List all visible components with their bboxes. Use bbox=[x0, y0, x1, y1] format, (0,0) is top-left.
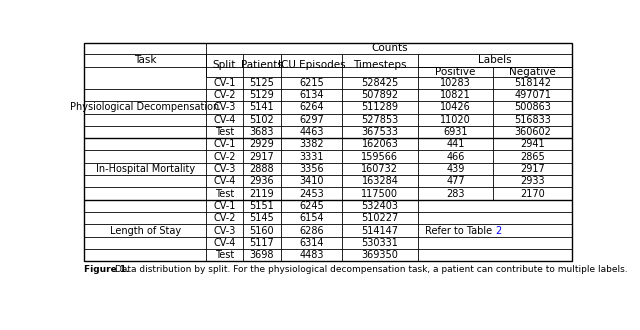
Text: CV-3: CV-3 bbox=[213, 102, 236, 112]
Text: 518142: 518142 bbox=[514, 78, 551, 88]
Text: 5145: 5145 bbox=[250, 213, 274, 223]
Text: 6297: 6297 bbox=[299, 115, 324, 125]
Text: 3382: 3382 bbox=[299, 139, 324, 149]
Bar bbox=[84, 43, 572, 261]
Text: 3698: 3698 bbox=[250, 250, 274, 260]
Text: Test: Test bbox=[215, 127, 234, 137]
Text: 516833: 516833 bbox=[514, 115, 551, 125]
Text: 117500: 117500 bbox=[362, 189, 399, 199]
Text: 159566: 159566 bbox=[362, 152, 399, 162]
Text: 360602: 360602 bbox=[514, 127, 551, 137]
Text: 160732: 160732 bbox=[362, 164, 399, 174]
Text: 3331: 3331 bbox=[299, 152, 324, 162]
Text: Refer to Table: Refer to Table bbox=[425, 226, 495, 236]
Text: 4463: 4463 bbox=[299, 127, 324, 137]
Text: 10426: 10426 bbox=[440, 102, 471, 112]
Text: Length of Stay: Length of Stay bbox=[109, 226, 180, 236]
Text: Physiological Decompensation: Physiological Decompensation bbox=[70, 102, 220, 112]
Text: 2119: 2119 bbox=[250, 189, 274, 199]
Text: 6264: 6264 bbox=[299, 102, 324, 112]
Text: CV-3: CV-3 bbox=[213, 164, 236, 174]
Text: 2: 2 bbox=[495, 226, 501, 236]
Text: Data distribution by split. For the physiological decompensation task, a patient: Data distribution by split. For the phys… bbox=[115, 265, 627, 274]
Text: 2453: 2453 bbox=[299, 189, 324, 199]
Text: CV-4: CV-4 bbox=[213, 238, 236, 248]
Text: 6215: 6215 bbox=[299, 78, 324, 88]
Text: 507892: 507892 bbox=[362, 90, 399, 100]
Text: 5129: 5129 bbox=[250, 90, 274, 100]
Text: 3356: 3356 bbox=[299, 164, 324, 174]
Text: 163284: 163284 bbox=[362, 176, 398, 186]
Text: CV-1: CV-1 bbox=[213, 201, 236, 211]
Text: CV-4: CV-4 bbox=[213, 115, 236, 125]
Text: 500863: 500863 bbox=[514, 102, 551, 112]
Text: 5151: 5151 bbox=[250, 201, 274, 211]
Text: 510227: 510227 bbox=[362, 213, 399, 223]
Text: 2917: 2917 bbox=[520, 164, 545, 174]
Text: Patients: Patients bbox=[241, 60, 283, 70]
Text: CV-2: CV-2 bbox=[213, 90, 236, 100]
Text: 530331: 530331 bbox=[362, 238, 398, 248]
Text: 527853: 527853 bbox=[362, 115, 399, 125]
Text: 528425: 528425 bbox=[362, 78, 399, 88]
Text: 532403: 532403 bbox=[362, 201, 399, 211]
Text: 439: 439 bbox=[446, 164, 465, 174]
Text: 466: 466 bbox=[446, 152, 465, 162]
Text: 6154: 6154 bbox=[299, 213, 324, 223]
Text: CV-1: CV-1 bbox=[213, 78, 236, 88]
Text: Negative: Negative bbox=[509, 67, 556, 77]
Text: Labels: Labels bbox=[478, 55, 512, 65]
Text: 4483: 4483 bbox=[299, 250, 324, 260]
Text: 511289: 511289 bbox=[362, 102, 399, 112]
Text: 162063: 162063 bbox=[362, 139, 398, 149]
Text: 497071: 497071 bbox=[514, 90, 551, 100]
Text: 5141: 5141 bbox=[250, 102, 274, 112]
Text: 369350: 369350 bbox=[362, 250, 398, 260]
Text: CV-2: CV-2 bbox=[213, 152, 236, 162]
Text: 6286: 6286 bbox=[299, 226, 324, 236]
Text: 514147: 514147 bbox=[362, 226, 399, 236]
Text: 477: 477 bbox=[446, 176, 465, 186]
Text: CV-3: CV-3 bbox=[213, 226, 236, 236]
Text: 3683: 3683 bbox=[250, 127, 274, 137]
Text: 6134: 6134 bbox=[299, 90, 324, 100]
Text: 2865: 2865 bbox=[520, 152, 545, 162]
Text: 3410: 3410 bbox=[299, 176, 324, 186]
Text: 5160: 5160 bbox=[250, 226, 274, 236]
Text: ICU Episodes: ICU Episodes bbox=[278, 60, 345, 70]
Text: CV-2: CV-2 bbox=[213, 213, 236, 223]
Text: Timesteps: Timesteps bbox=[353, 60, 406, 70]
Text: 6245: 6245 bbox=[299, 201, 324, 211]
Text: 2917: 2917 bbox=[250, 152, 274, 162]
Text: 441: 441 bbox=[446, 139, 465, 149]
Text: 2941: 2941 bbox=[520, 139, 545, 149]
Text: 10283: 10283 bbox=[440, 78, 471, 88]
Text: 5117: 5117 bbox=[250, 238, 274, 248]
Text: 2888: 2888 bbox=[250, 164, 274, 174]
Text: CV-1: CV-1 bbox=[213, 139, 236, 149]
Text: In-Hospital Mortality: In-Hospital Mortality bbox=[95, 164, 195, 174]
Text: 2936: 2936 bbox=[250, 176, 274, 186]
Text: Figure 1.: Figure 1. bbox=[84, 265, 129, 274]
Text: Test: Test bbox=[215, 189, 234, 199]
Text: CV-4: CV-4 bbox=[213, 176, 236, 186]
Text: Split: Split bbox=[213, 60, 236, 70]
Text: Task: Task bbox=[134, 55, 156, 65]
Text: 5125: 5125 bbox=[250, 78, 274, 88]
Text: 10821: 10821 bbox=[440, 90, 471, 100]
Text: 367533: 367533 bbox=[362, 127, 399, 137]
Text: 2170: 2170 bbox=[520, 189, 545, 199]
Text: 2929: 2929 bbox=[250, 139, 274, 149]
Text: Test: Test bbox=[215, 250, 234, 260]
Text: Counts: Counts bbox=[371, 44, 408, 53]
Text: 11020: 11020 bbox=[440, 115, 471, 125]
Text: 6931: 6931 bbox=[444, 127, 468, 137]
Text: 5102: 5102 bbox=[250, 115, 274, 125]
Text: 2933: 2933 bbox=[520, 176, 545, 186]
Text: 6314: 6314 bbox=[299, 238, 324, 248]
Text: 283: 283 bbox=[446, 189, 465, 199]
Text: Positive: Positive bbox=[435, 67, 476, 77]
